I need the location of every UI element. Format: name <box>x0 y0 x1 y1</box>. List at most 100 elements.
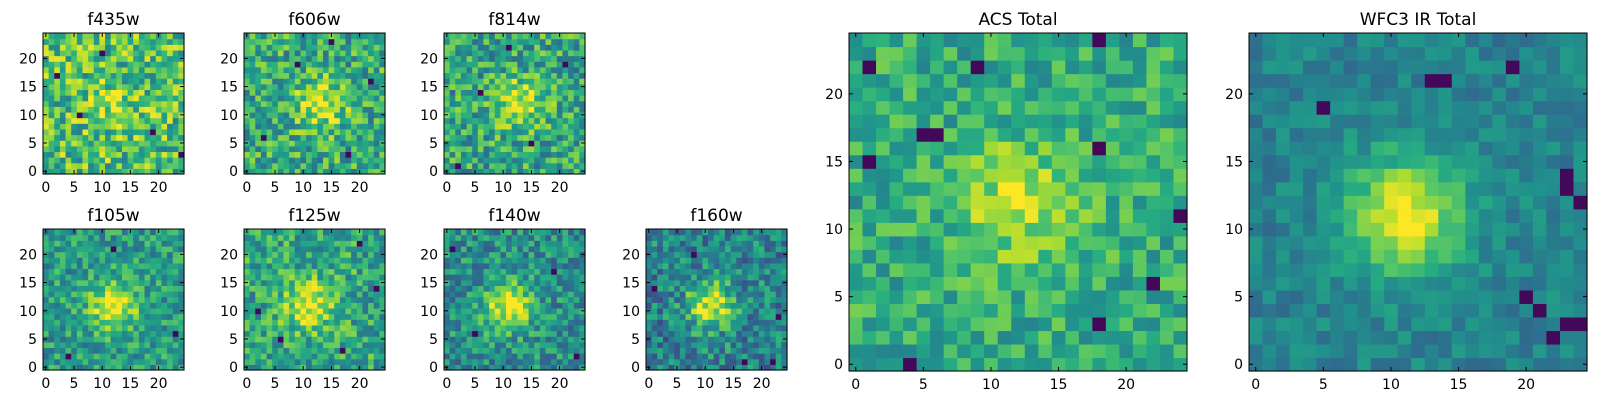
heatmap-cell <box>724 302 732 309</box>
heatmap-cell <box>65 168 72 175</box>
heatmap-cell <box>43 145 50 153</box>
heatmap-cell <box>88 168 95 175</box>
heatmap-cell <box>99 234 106 241</box>
x-tick-label: 0 <box>644 376 653 392</box>
heatmap-cell <box>466 134 473 141</box>
heatmap-cell <box>724 358 732 365</box>
heatmap-cell <box>300 100 307 107</box>
heatmap-cell <box>167 106 174 113</box>
heatmap-cell <box>455 168 462 175</box>
heatmap-cell <box>1132 262 1148 277</box>
heatmap-cell <box>150 33 157 40</box>
heatmap-cell <box>668 291 675 298</box>
heatmap-cell <box>362 341 369 349</box>
heatmap-cell <box>345 117 352 124</box>
heatmap-cell <box>167 66 174 74</box>
heatmap-cell <box>334 274 341 281</box>
heatmap-cell <box>579 341 586 349</box>
heatmap-cell <box>144 151 151 158</box>
heatmap-cell <box>306 128 313 136</box>
heatmap-cell <box>283 49 290 57</box>
heatmap-cell <box>99 353 106 360</box>
heatmap-cell <box>903 208 918 223</box>
heatmap-cell <box>54 251 61 258</box>
heatmap-cell <box>455 83 462 90</box>
heatmap-cell <box>277 83 285 90</box>
heatmap-cell <box>545 347 552 354</box>
heatmap-cell <box>646 274 653 281</box>
heatmap-cell <box>289 89 296 96</box>
heatmap-cell <box>730 319 737 326</box>
heatmap-cell <box>657 319 664 326</box>
heatmap-cell <box>283 72 290 79</box>
heatmap-cell <box>534 257 541 264</box>
heatmap-cell <box>266 168 273 175</box>
heatmap-cell <box>573 89 580 96</box>
heatmap-cell <box>562 44 569 51</box>
heatmap-cell <box>1119 249 1134 264</box>
heatmap-cell <box>150 168 157 175</box>
heatmap-cell <box>651 268 658 275</box>
heatmap-cell <box>116 95 123 102</box>
heatmap-cell <box>150 245 157 253</box>
heatmap-cell <box>362 162 369 169</box>
heatmap-cell <box>379 353 386 360</box>
heatmap-cell <box>294 313 301 320</box>
heatmap-cell <box>719 324 726 332</box>
heatmap-cell <box>283 330 290 337</box>
heatmap-cell <box>43 257 50 264</box>
heatmap-cell <box>105 83 112 90</box>
heatmap-cell <box>373 245 380 253</box>
heatmap-cell <box>322 44 330 51</box>
heatmap-cell <box>579 61 586 68</box>
heatmap-cell <box>568 330 575 337</box>
heatmap-cell <box>368 140 375 147</box>
heatmap-cell <box>460 128 468 136</box>
heatmap-cell <box>277 234 285 241</box>
heatmap-cell <box>1051 343 1066 359</box>
heatmap-cell <box>579 78 586 85</box>
heatmap-cell <box>300 151 307 158</box>
heatmap-cell <box>528 313 535 320</box>
heatmap-cell <box>244 358 251 365</box>
heatmap-cell <box>311 44 318 51</box>
heatmap-cell <box>494 157 501 164</box>
heatmap-cell <box>48 145 55 153</box>
heatmap-cell <box>82 134 89 141</box>
heatmap-cell <box>685 336 692 343</box>
heatmap-cell <box>93 268 100 275</box>
heatmap-cell <box>730 268 737 275</box>
heatmap-cell <box>764 330 771 337</box>
heatmap-cell <box>1051 316 1066 332</box>
heatmap-cell <box>127 279 134 286</box>
heatmap-cell <box>339 106 347 113</box>
heatmap-cell <box>506 341 513 349</box>
heatmap-cell <box>54 145 61 153</box>
heatmap-cell <box>862 289 877 304</box>
heatmap-cell <box>483 38 490 45</box>
heatmap-cell <box>277 168 285 175</box>
heatmap-cell <box>339 33 347 40</box>
heatmap-cell <box>167 89 174 96</box>
heatmap-cell <box>534 330 541 337</box>
heatmap-cell <box>155 358 163 365</box>
heatmap-cell <box>178 257 185 264</box>
heatmap-cell <box>59 296 67 303</box>
heatmap-cell <box>127 72 134 79</box>
heatmap-cell <box>466 106 473 113</box>
heatmap-cell <box>373 353 380 360</box>
heatmap-cell <box>54 117 61 124</box>
heatmap-cell <box>889 154 904 169</box>
heatmap-cell <box>568 347 575 354</box>
heatmap-cell <box>116 49 123 57</box>
heatmap-cell <box>356 274 364 281</box>
heatmap-cell <box>43 347 50 354</box>
heatmap-cell <box>466 38 473 45</box>
heatmap-cell <box>568 61 575 68</box>
heatmap-cell <box>362 268 369 275</box>
heatmap-cell <box>489 78 496 85</box>
heatmap-cell <box>775 285 782 292</box>
heatmap-cell <box>539 151 547 158</box>
heatmap-cell <box>579 268 586 275</box>
heatmap-cell <box>272 157 279 164</box>
